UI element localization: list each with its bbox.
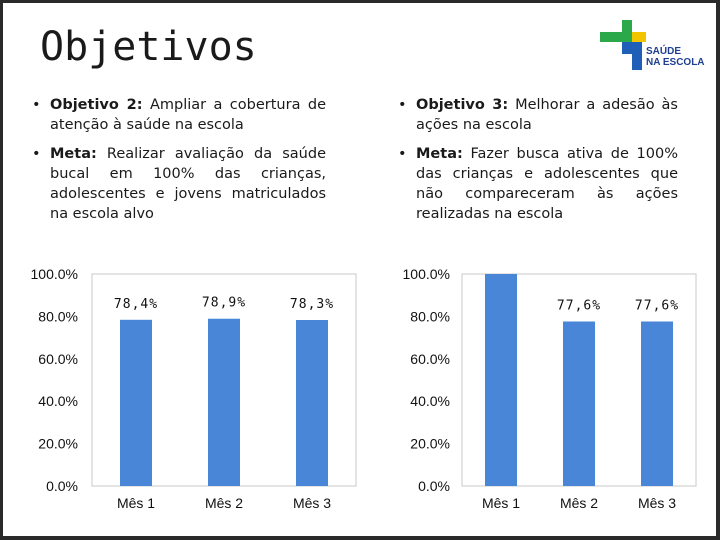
chart-left-svg: 0.0% 20.0% 40.0% 60.0% 80.0% 100.0% Mês 1 78,4%… (31, 266, 357, 511)
bar (120, 319, 152, 486)
bullet-meta-left: Meta: Realizar avaliação da saúde bucal … (30, 144, 326, 224)
x-category-label: Mês 2 (205, 495, 243, 511)
chart-left: 0.0% 20.0% 40.0% 60.0% 80.0% 100.0% Mês 1 78,4%… (22, 262, 358, 522)
right-bullet-list: Objetivo 3: Melhorar a adesão às ações n… (396, 95, 678, 233)
x-category-label: Mês 1 (117, 495, 155, 511)
page-title: Objetivos (40, 24, 257, 70)
y-tick-label: 20.0% (410, 436, 450, 452)
data-label: 78,4% (114, 297, 158, 312)
saude-na-escola-logo (600, 20, 646, 70)
x-category-label: Mês 3 (293, 495, 331, 511)
bullet-objetivo-3: Objetivo 3: Melhorar a adesão às ações n… (396, 95, 678, 135)
y-tick-label: 60.0% (38, 351, 78, 367)
bullet-meta-right: Meta: Fazer busca ativa de 100% das cria… (396, 144, 678, 224)
data-label: 77,6% (557, 298, 601, 313)
y-tick-label: 80.0% (410, 308, 450, 324)
y-tick-label: 20.0% (38, 436, 78, 452)
bullet-label: Objetivo 2: (50, 97, 143, 113)
y-tick-label: 60.0% (410, 351, 450, 367)
bullet-text: Ampliar a cobertura de atenção à saúde n… (50, 97, 326, 133)
bar (296, 320, 328, 486)
bullet-label: Objetivo 3: (416, 97, 509, 113)
bar (563, 321, 595, 486)
left-bullet-list: Objetivo 2: Ampliar a cobertura de atenç… (30, 95, 326, 233)
y-tick-label: 40.0% (38, 393, 78, 409)
data-label: 78,9% (202, 296, 246, 311)
logo-text-line1: SAÚDE (646, 46, 682, 57)
x-category-label: Mês 1 (482, 495, 520, 511)
bar (485, 274, 517, 486)
data-label: 78,3% (290, 297, 334, 312)
x-category-label: Mês 2 (560, 495, 598, 511)
bullet-text: Melhorar a adesão às ações na escola (416, 97, 678, 133)
bullet-label: Meta: (50, 146, 97, 162)
bar (641, 321, 673, 486)
bullet-label: Meta: (416, 146, 463, 162)
y-tick-label: 0.0% (418, 478, 450, 494)
y-tick-label: 80.0% (38, 308, 78, 324)
y-tick-label: 0.0% (46, 478, 78, 494)
y-tick-label: 40.0% (410, 393, 450, 409)
bullet-objetivo-2: Objetivo 2: Ampliar a cobertura de atenç… (30, 95, 326, 135)
bullet-text: Fazer busca ativa de 100% das crianças e… (416, 146, 678, 222)
bullet-text: Realizar avaliação da saúde bucal em 100… (50, 146, 326, 222)
logo-text: SAÚDE NA ESCOLA (646, 46, 705, 68)
y-tick-label: 100.0% (31, 266, 78, 282)
chart-right: 0.0% 20.0% 40.0% 60.0% 80.0% 100.0% Mês 1 Mês 2… (362, 262, 698, 522)
chart-right-svg: 0.0% 20.0% 40.0% 60.0% 80.0% 100.0% Mês 1 Mês 2… (403, 266, 697, 511)
x-category-label: Mês 3 (638, 495, 676, 511)
y-tick-label: 100.0% (403, 266, 450, 282)
logo-text-line2: NA ESCOLA (646, 57, 705, 68)
data-label: 77,6% (635, 298, 679, 313)
bar (208, 318, 240, 486)
